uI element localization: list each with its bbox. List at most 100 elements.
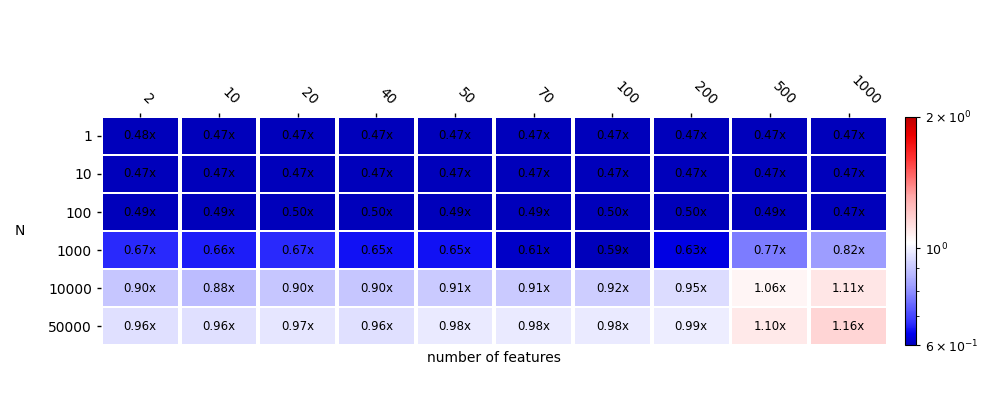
- Text: 0.47x: 0.47x: [675, 129, 708, 142]
- Bar: [182, 232, 256, 268]
- Text: 0.47x: 0.47x: [753, 168, 786, 180]
- Bar: [182, 118, 256, 154]
- Bar: [811, 308, 886, 344]
- Text: 0.47x: 0.47x: [202, 168, 235, 180]
- Bar: [418, 194, 492, 230]
- Text: 0.90x: 0.90x: [360, 282, 393, 295]
- Bar: [654, 270, 729, 306]
- Bar: [811, 156, 886, 192]
- Bar: [732, 156, 807, 192]
- Bar: [418, 232, 492, 268]
- Bar: [575, 118, 650, 154]
- Bar: [418, 308, 492, 344]
- Text: 0.91x: 0.91x: [438, 282, 472, 295]
- Bar: [103, 232, 178, 268]
- Bar: [732, 232, 807, 268]
- Text: 0.47x: 0.47x: [438, 168, 472, 180]
- Text: 0.47x: 0.47x: [832, 206, 865, 218]
- Text: 0.67x: 0.67x: [124, 244, 157, 257]
- Bar: [182, 308, 256, 344]
- Text: 1.10x: 1.10x: [753, 320, 786, 333]
- Bar: [182, 156, 256, 192]
- Bar: [654, 194, 729, 230]
- Bar: [654, 118, 729, 154]
- Bar: [418, 270, 492, 306]
- Bar: [811, 118, 886, 154]
- Bar: [575, 156, 650, 192]
- Text: 0.63x: 0.63x: [675, 244, 708, 257]
- Text: 0.47x: 0.47x: [438, 129, 472, 142]
- Text: 0.49x: 0.49x: [438, 206, 472, 218]
- Text: 0.47x: 0.47x: [596, 168, 629, 180]
- Text: 0.97x: 0.97x: [281, 320, 314, 333]
- Text: 0.47x: 0.47x: [675, 168, 708, 180]
- Text: 0.65x: 0.65x: [439, 244, 472, 257]
- Bar: [339, 194, 414, 230]
- Bar: [575, 270, 650, 306]
- Text: 0.90x: 0.90x: [124, 282, 157, 295]
- Text: 0.50x: 0.50x: [360, 206, 393, 218]
- Text: 0.98x: 0.98x: [439, 320, 472, 333]
- Bar: [339, 308, 414, 344]
- Text: 0.49x: 0.49x: [202, 206, 235, 218]
- Bar: [260, 118, 335, 154]
- Bar: [811, 232, 886, 268]
- Text: 0.50x: 0.50x: [675, 206, 708, 218]
- Bar: [103, 118, 178, 154]
- Text: 0.47x: 0.47x: [202, 129, 235, 142]
- Text: 0.47x: 0.47x: [753, 129, 786, 142]
- Text: 0.47x: 0.47x: [281, 129, 314, 142]
- Text: 1.16x: 1.16x: [832, 320, 865, 333]
- Text: 0.49x: 0.49x: [124, 206, 157, 218]
- Y-axis label: N: N: [15, 224, 25, 238]
- Bar: [732, 194, 807, 230]
- Text: 0.47x: 0.47x: [281, 168, 314, 180]
- Bar: [732, 308, 807, 344]
- Bar: [182, 194, 256, 230]
- Bar: [103, 270, 178, 306]
- Text: 0.92x: 0.92x: [596, 282, 629, 295]
- Bar: [260, 232, 335, 268]
- Bar: [575, 232, 650, 268]
- Text: 0.88x: 0.88x: [202, 282, 235, 295]
- Bar: [496, 194, 571, 230]
- Text: 0.48x: 0.48x: [124, 129, 157, 142]
- Bar: [496, 156, 571, 192]
- Text: 1.06x: 1.06x: [753, 282, 786, 295]
- Bar: [811, 270, 886, 306]
- Text: 0.47x: 0.47x: [517, 129, 550, 142]
- Text: 0.77x: 0.77x: [753, 244, 786, 257]
- Bar: [418, 118, 492, 154]
- Text: 0.47x: 0.47x: [596, 129, 629, 142]
- Text: 0.66x: 0.66x: [202, 244, 235, 257]
- Text: 0.50x: 0.50x: [281, 206, 314, 218]
- Bar: [103, 308, 178, 344]
- Text: 0.49x: 0.49x: [517, 206, 550, 218]
- Text: 0.67x: 0.67x: [281, 244, 314, 257]
- Bar: [260, 194, 335, 230]
- Text: 0.59x: 0.59x: [596, 244, 629, 257]
- Bar: [260, 156, 335, 192]
- Text: 0.82x: 0.82x: [832, 244, 865, 257]
- Bar: [496, 270, 571, 306]
- Text: 0.50x: 0.50x: [596, 206, 629, 218]
- Bar: [654, 156, 729, 192]
- Bar: [732, 270, 807, 306]
- Text: 0.96x: 0.96x: [202, 320, 235, 333]
- Bar: [103, 156, 178, 192]
- Text: 0.47x: 0.47x: [124, 168, 157, 180]
- Text: 0.91x: 0.91x: [517, 282, 550, 295]
- Text: 0.49x: 0.49x: [753, 206, 786, 218]
- X-axis label: number of features: number of features: [427, 351, 561, 365]
- Text: 0.98x: 0.98x: [596, 320, 629, 333]
- Bar: [496, 308, 571, 344]
- Bar: [260, 308, 335, 344]
- Text: 0.65x: 0.65x: [360, 244, 393, 257]
- Text: 0.95x: 0.95x: [675, 282, 708, 295]
- Text: 0.98x: 0.98x: [517, 320, 550, 333]
- Bar: [418, 156, 492, 192]
- Bar: [182, 270, 256, 306]
- Bar: [496, 232, 571, 268]
- Bar: [654, 308, 729, 344]
- Bar: [339, 270, 414, 306]
